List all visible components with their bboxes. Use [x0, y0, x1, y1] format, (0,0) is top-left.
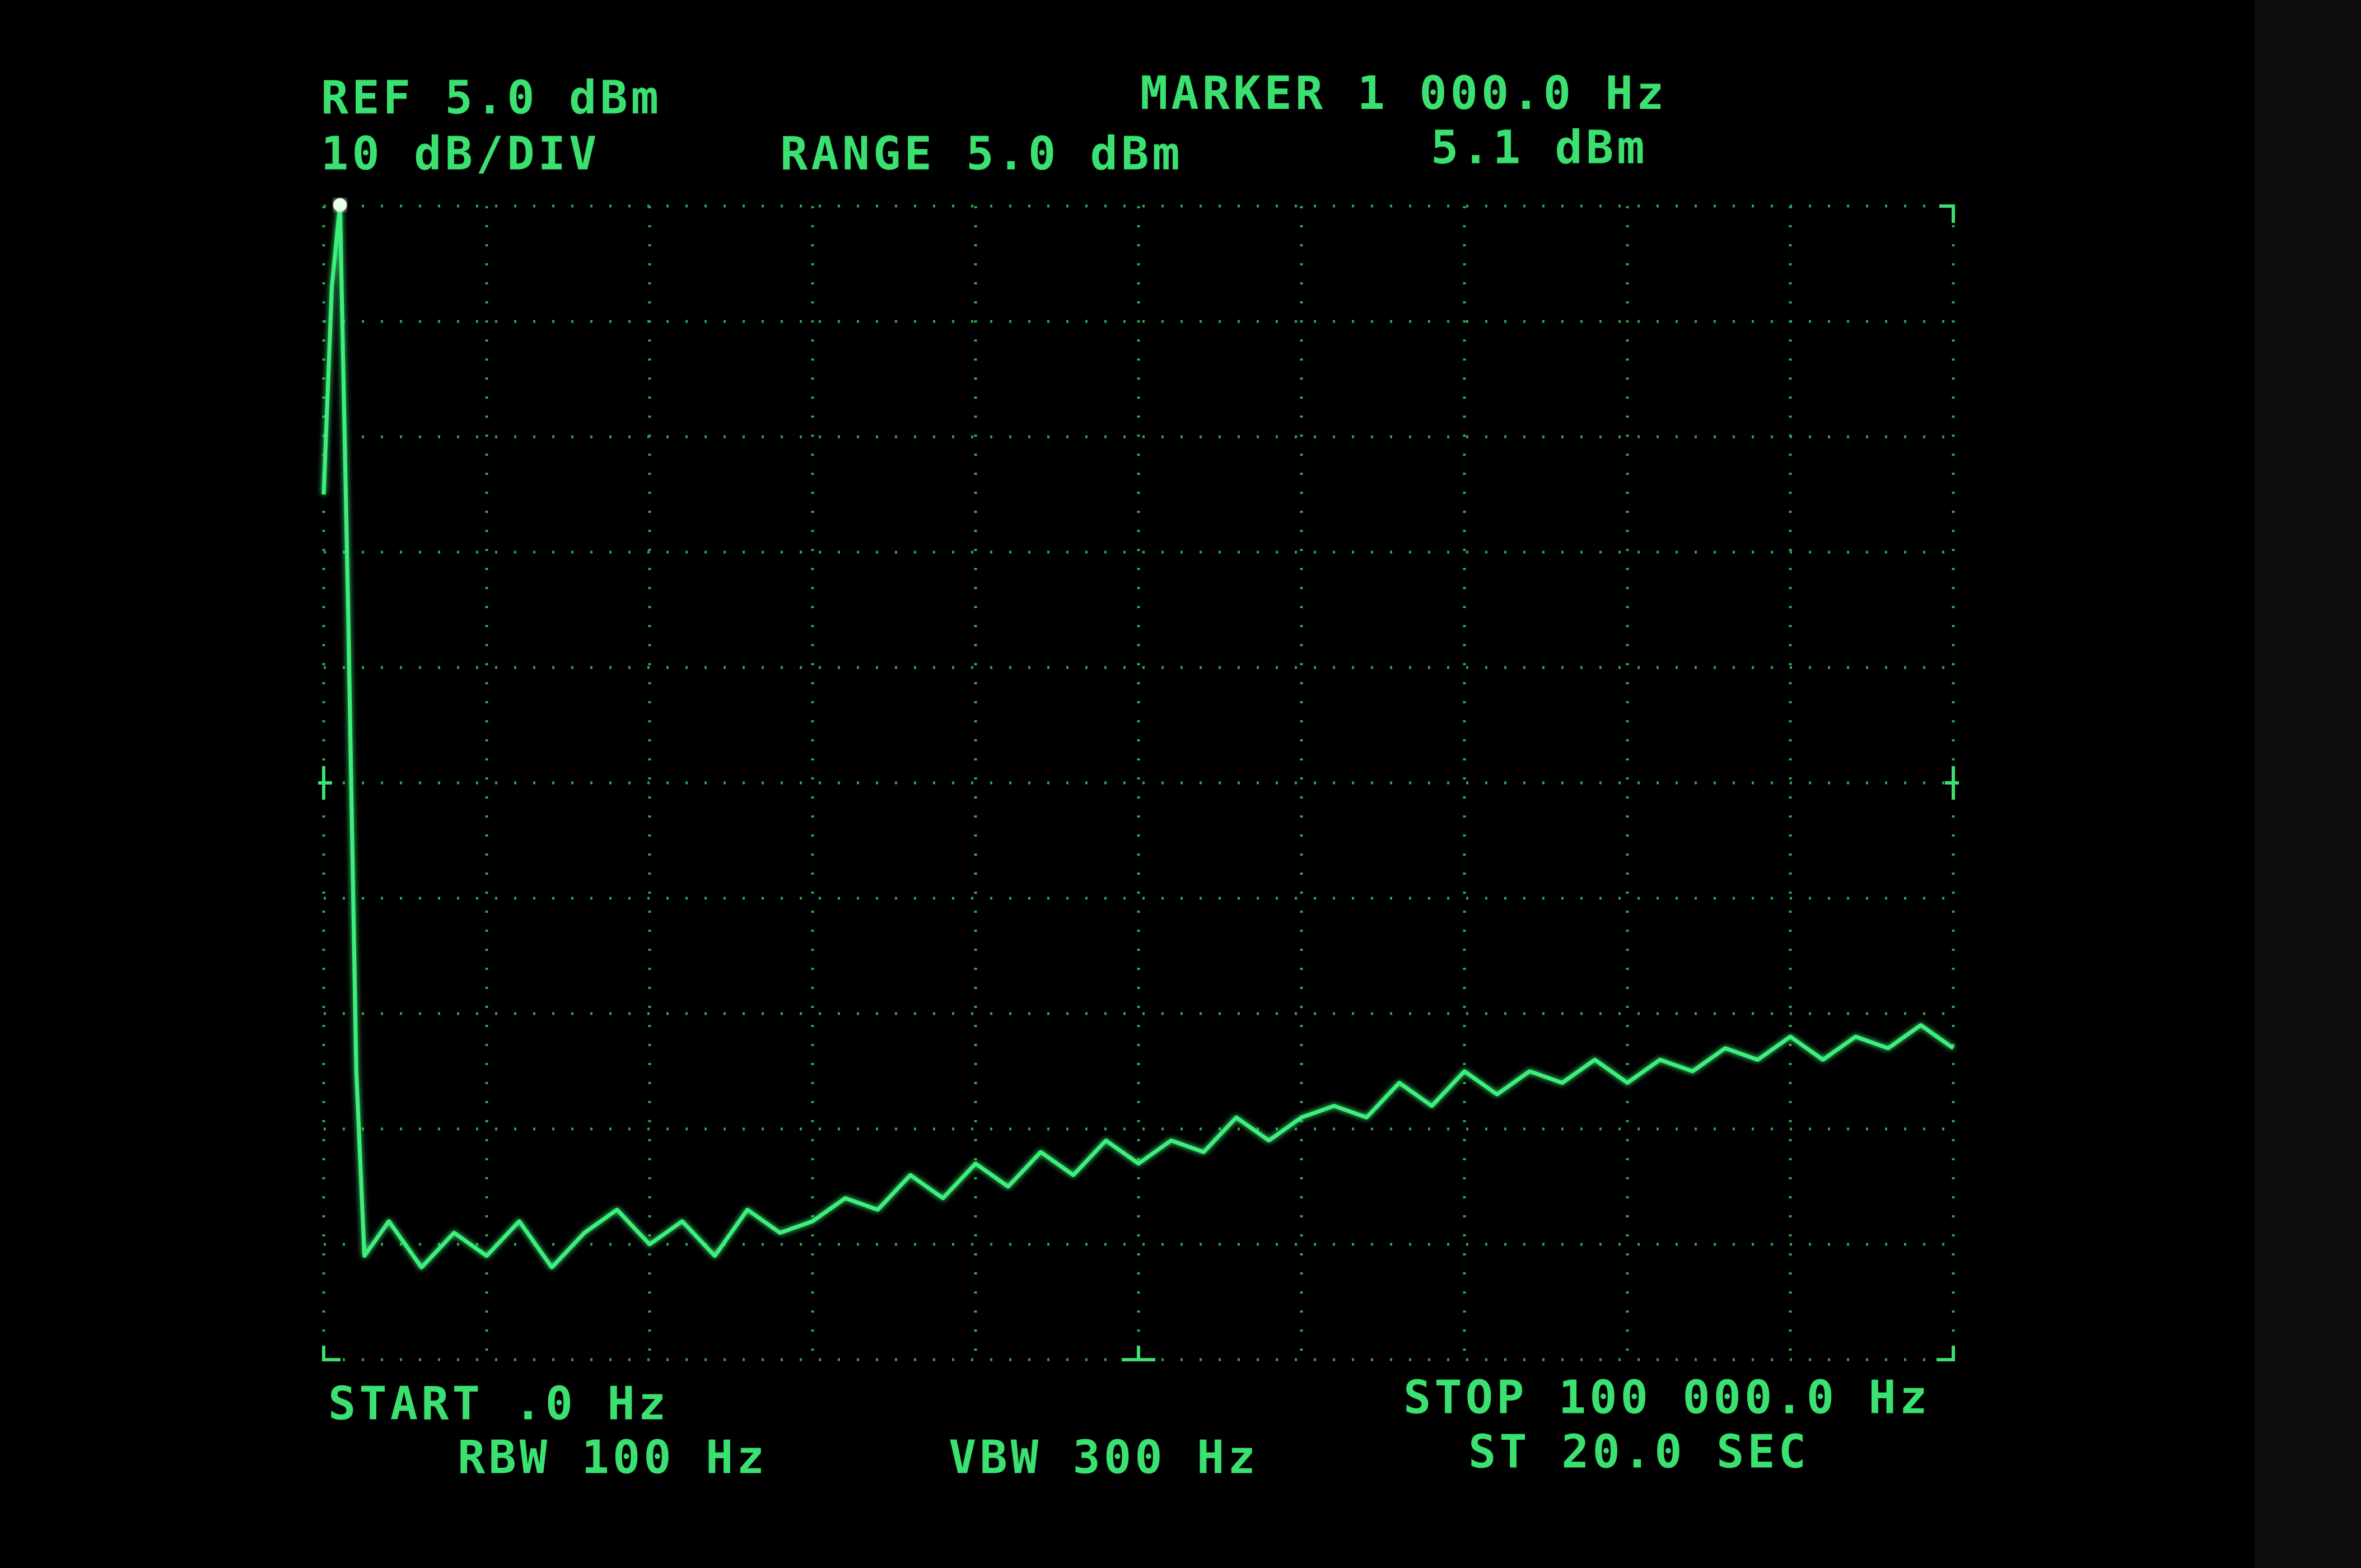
grid — [318, 204, 1959, 1361]
frame-corner — [1937, 1346, 1955, 1361]
stop-freq: STOP 100 000.0 Hz — [1403, 1371, 1930, 1424]
scale: 10 dB/DIV — [321, 127, 600, 180]
range: RANGE 5.0 dBm — [780, 127, 1183, 180]
frame-corner — [1939, 204, 1955, 223]
marker-freq: MARKER 1 000.0 Hz — [1140, 67, 1667, 120]
ref-level: REF 5.0 dBm — [321, 71, 662, 124]
marker-level: 5.1 dBm — [1431, 121, 1648, 174]
center-mark — [1945, 766, 1959, 800]
sweep-time: ST 20.0 SEC — [1468, 1425, 1809, 1478]
marker-dot — [333, 198, 347, 212]
center-mark — [318, 766, 332, 800]
trace — [321, 203, 1955, 1270]
bezel — [2255, 0, 2361, 1568]
frame-corner — [322, 1346, 340, 1361]
rbw: RBW 100 Hz — [458, 1431, 768, 1484]
start-freq: START .0 Hz — [328, 1377, 669, 1430]
center-mark — [1122, 1346, 1155, 1361]
vbw: VBW 300 Hz — [949, 1431, 1259, 1484]
